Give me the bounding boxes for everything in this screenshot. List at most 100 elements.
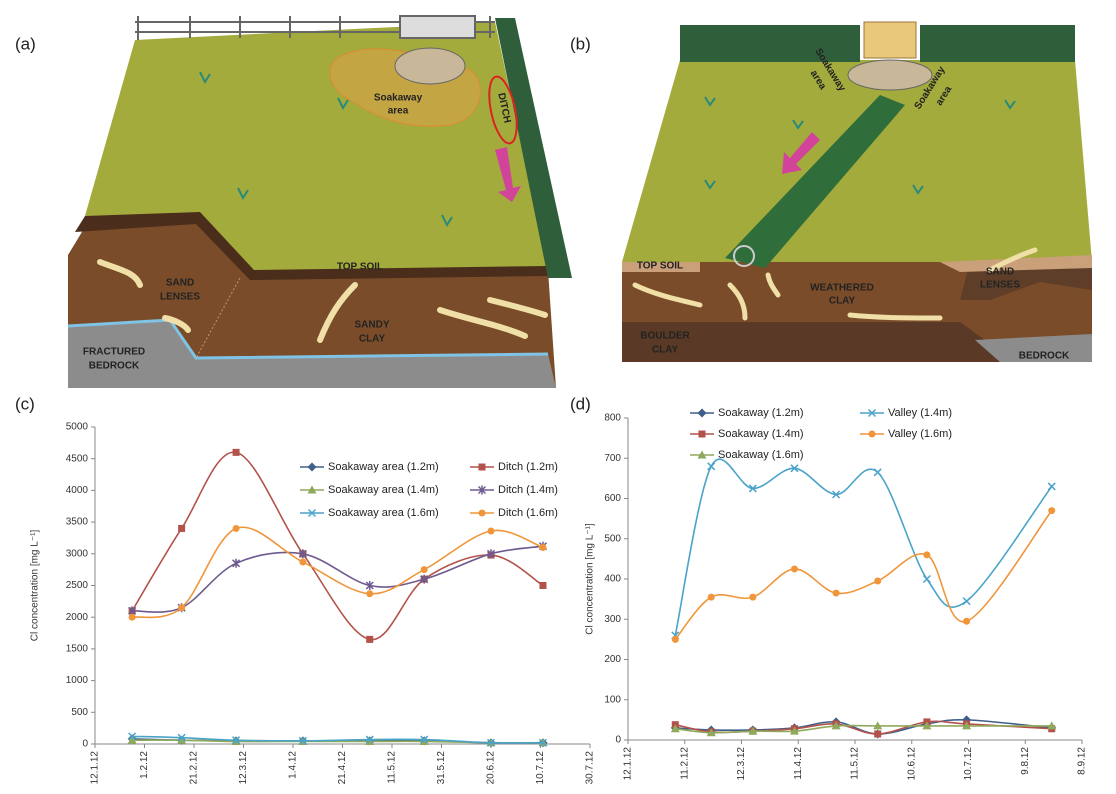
hedge	[920, 25, 1075, 62]
illustration-label: FRACTURED	[83, 347, 145, 358]
line	[132, 452, 543, 640]
legend-label: Soakaway area (1.4m)	[328, 484, 439, 496]
marker	[874, 578, 881, 585]
y-tick-label: 2500	[66, 580, 89, 591]
marker	[366, 590, 373, 597]
y-tick-label: 3500	[66, 517, 89, 528]
illustration-label: CLAY	[359, 334, 386, 345]
illustration-label: SANDY	[354, 320, 389, 331]
legend-label: Ditch (1.2m)	[498, 461, 558, 473]
panel-label: (d)	[570, 394, 591, 413]
illustration-label: BEDROCK	[89, 361, 140, 372]
legend-key	[479, 464, 486, 471]
illustration-label: TOP SOIL	[337, 262, 383, 273]
marker	[708, 463, 715, 470]
x-tick-label: 20.6.12	[486, 751, 497, 785]
illustration-label: BEDROCK	[1019, 351, 1070, 362]
y-tick-label: 600	[604, 493, 621, 504]
y-tick-label: 100	[604, 694, 621, 705]
line	[675, 511, 1051, 640]
marker	[874, 469, 881, 476]
stones	[848, 60, 932, 90]
marker	[923, 551, 930, 558]
illustration-label: Soakaway	[374, 93, 423, 104]
marker	[539, 544, 546, 551]
marker	[833, 590, 840, 597]
gate	[864, 22, 916, 58]
legend-label: Valley (1.6m)	[888, 428, 952, 440]
illustration-label: BOULDER	[640, 331, 690, 342]
x-tick-label: 10.7.12	[963, 747, 974, 781]
y-tick-label: 200	[604, 654, 621, 665]
illustration-label: LENSES	[160, 292, 200, 303]
marker	[874, 730, 881, 737]
x-tick-label: 11.5.12	[850, 747, 861, 780]
legend-key	[869, 431, 876, 438]
marker	[923, 576, 930, 583]
marker	[366, 636, 373, 643]
marker	[233, 449, 240, 456]
page: (a) Soakaway area DITCH TOP SOIL SAND LE…	[0, 0, 1116, 794]
line	[675, 459, 1051, 635]
figure: (a) Soakaway area DITCH TOP SOIL SAND LE…	[0, 0, 1116, 794]
y-tick-label: 1000	[66, 675, 89, 686]
legend-key	[698, 409, 707, 418]
x-tick-label: 30.7.12	[585, 751, 596, 785]
legend-label: Soakaway (1.6m)	[718, 449, 804, 461]
legend-label: Valley (1.4m)	[888, 407, 952, 419]
illustration-label: SAND	[166, 278, 194, 289]
panel-label: (a)	[15, 34, 36, 53]
x-tick-label: 1.4.12	[288, 751, 299, 779]
panel-label: (c)	[15, 394, 35, 413]
chart: (c)Cl concentration [mg L⁻¹]050010001500…	[15, 394, 596, 784]
line	[132, 527, 543, 617]
marker	[672, 636, 679, 643]
x-tick-label: 11.5.12	[387, 751, 398, 784]
y-tick-label: 500	[71, 707, 88, 718]
x-tick-label: 12.1.12	[90, 751, 101, 785]
legend-label: Soakaway (1.2m)	[718, 407, 804, 419]
y-tick-label: 3000	[66, 548, 89, 559]
marker	[421, 566, 428, 573]
x-tick-label: 12.1.12	[623, 747, 634, 781]
y-tick-label: 300	[604, 614, 621, 625]
field	[622, 60, 1092, 262]
y-tick-label: 400	[604, 574, 621, 585]
chart: (d)Cl concentration [mg L⁻¹]010020030040…	[570, 394, 1088, 780]
y-tick-label: 2000	[66, 612, 89, 623]
illustration-label: TOP SOIL	[637, 261, 683, 272]
marker	[963, 598, 970, 605]
x-tick-label: 12.3.12	[238, 751, 249, 785]
legend-key	[699, 431, 706, 438]
y-tick-label: 4000	[66, 485, 89, 496]
legend-key	[308, 463, 317, 472]
legend-key	[479, 510, 486, 517]
x-tick-label: 12.3.12	[736, 747, 747, 781]
legend-label: Soakaway area (1.2m)	[328, 461, 439, 473]
panel-label: (b)	[570, 34, 591, 53]
marker	[233, 525, 240, 532]
marker	[299, 559, 306, 566]
marker	[178, 525, 185, 532]
legend-label: Ditch (1.6m)	[498, 507, 558, 519]
x-tick-label: 8.9.12	[1077, 747, 1088, 775]
x-tick-label: 9.8.12	[1020, 747, 1031, 775]
legend-label: Soakaway (1.4m)	[718, 428, 804, 440]
x-tick-label: 1.2.12	[139, 751, 150, 779]
marker	[749, 594, 756, 601]
y-axis-title: Cl concentration [mg L⁻¹]	[585, 523, 596, 635]
y-tick-label: 5000	[66, 422, 89, 433]
illustration-label: area	[388, 106, 409, 117]
y-axis-title: Cl concentration [mg L⁻¹]	[30, 530, 41, 642]
illustration-label: WEATHERED	[810, 283, 874, 294]
x-tick-label: 11.4.12	[793, 747, 804, 780]
x-tick-label: 21.4.12	[337, 751, 348, 785]
illustration-label: LENSES	[980, 280, 1020, 291]
illustration-label: CLAY	[652, 345, 679, 356]
marker	[708, 594, 715, 601]
x-tick-label: 11.2.12	[679, 747, 690, 780]
marker	[791, 565, 798, 572]
marker	[1048, 507, 1055, 514]
illustration-a: (a) Soakaway area DITCH TOP SOIL SAND LE…	[15, 16, 572, 388]
legend-label: Ditch (1.4m)	[498, 484, 558, 496]
